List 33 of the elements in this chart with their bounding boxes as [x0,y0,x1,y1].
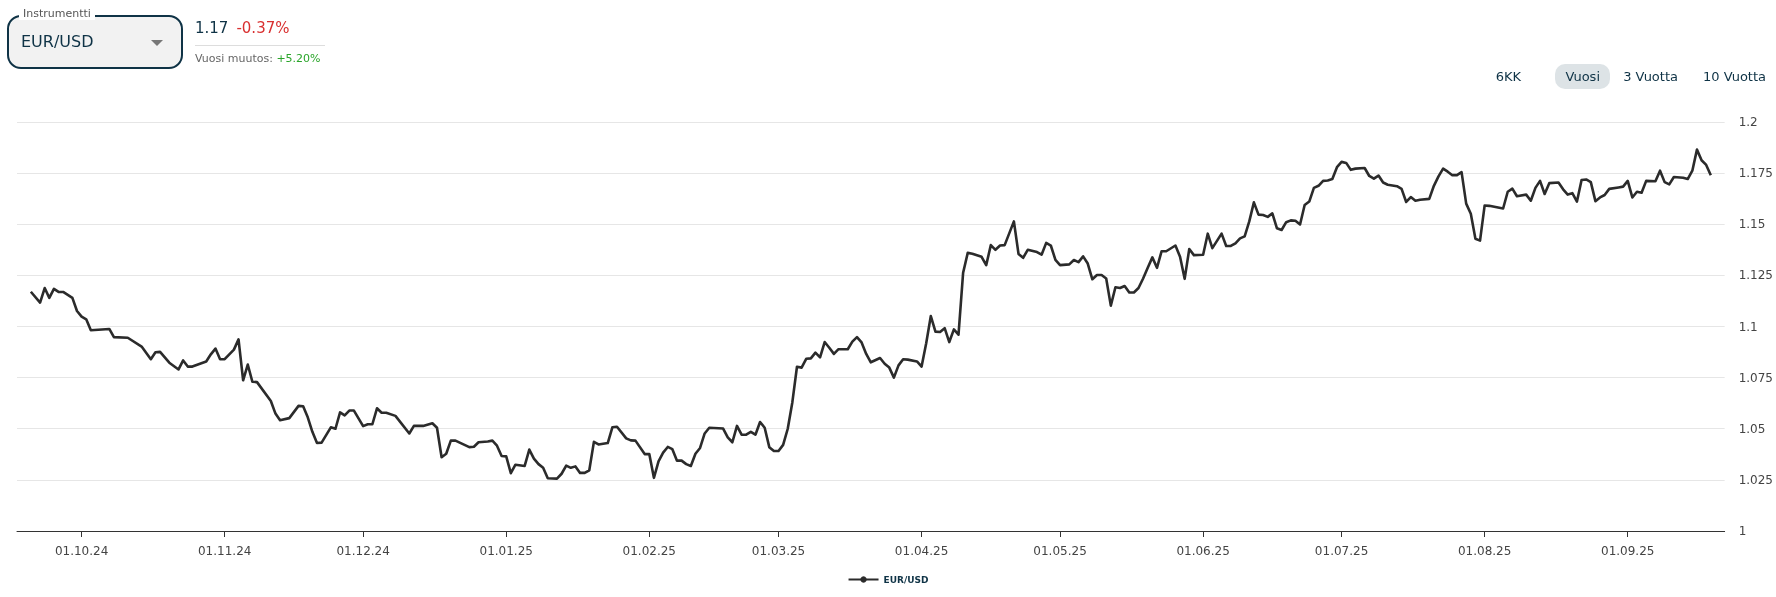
text: 6KK [1494,68,1522,86]
text: Vuosi [1555,64,1610,89]
x-tick-label: 01.10.24 [54,544,109,558]
chart-title: EUR/USD [21,32,94,51]
y-tick-label: 1.15 [1738,217,1766,232]
x-tick-label: 01.12.24 [336,544,390,558]
x-tick-label: 01.07.25 [1314,544,1369,558]
text: +5.20% [276,52,321,65]
x-tick-label: 01.08.25 [1457,544,1512,558]
y-tick-label: 1.025 [1738,472,1774,487]
legend-label: EUR/USD [883,574,929,585]
x-tick-label: 01.01.25 [479,544,533,558]
text: 1.17 [195,19,229,37]
x-tick-label: 01.05.25 [1033,544,1087,558]
line-series [29,148,1713,480]
y-tick-label: 1.05 [1738,421,1766,436]
y-tick-label: 1.175 [1738,166,1774,181]
text: -0.37% [236,19,290,37]
y-tick-label: 1.075 [1738,370,1774,385]
x-tick-label: 01.09.25 [1601,544,1655,558]
y-tick-label: 1 [1738,524,1747,538]
x-tick-label: 01.03.25 [751,544,806,558]
text: Vuosi muutos: [195,52,273,65]
x-tick-label: 01.06.25 [1176,544,1230,558]
text: Instrumentti [19,7,95,20]
x-tick-label: 01.11.24 [197,544,252,558]
x-tick-label: 01.04.25 [894,544,949,558]
x-tick-label: 01.02.25 [622,544,677,558]
y-tick-label: 1.125 [1738,268,1774,283]
y-tick-label: 1.1 [1738,319,1758,334]
text: 3 Vuotta [1622,68,1679,86]
text: 10 Vuotta [1701,68,1767,86]
y-tick-label: 1.2 [1738,115,1758,129]
